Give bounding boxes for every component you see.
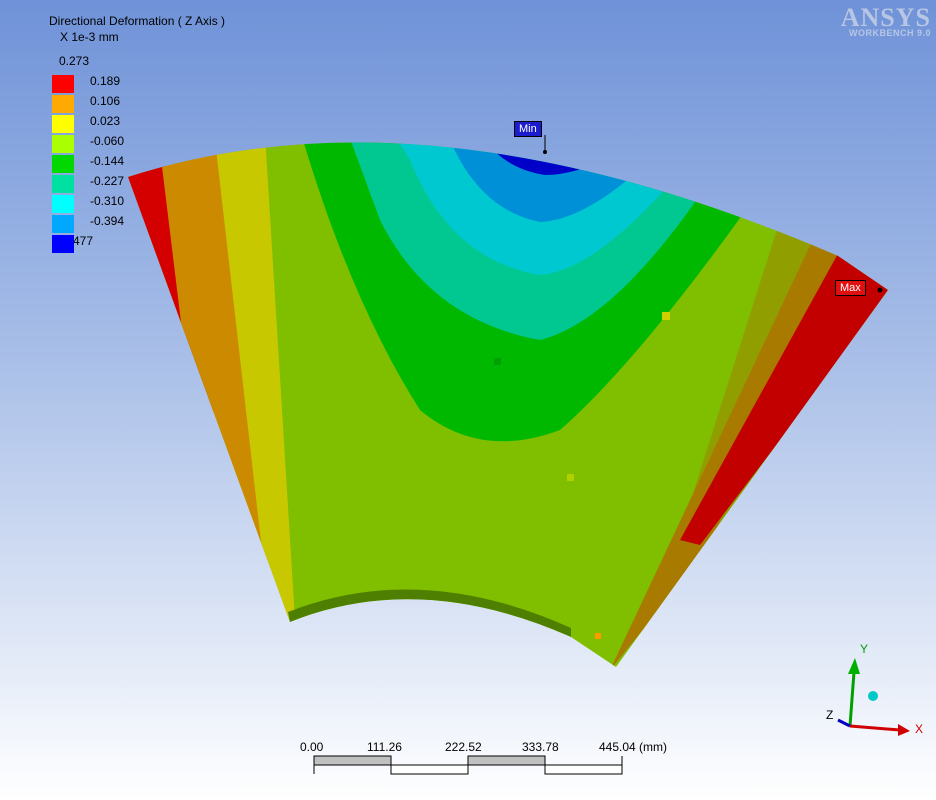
node-marker bbox=[567, 474, 574, 481]
legend-value: 0.189 bbox=[90, 74, 121, 88]
legend-value: 0.273 bbox=[59, 54, 90, 68]
contour-band-left-orange bbox=[160, 142, 270, 560]
max-probe-label[interactable]: Max bbox=[835, 280, 866, 296]
legend-swatch bbox=[52, 155, 74, 173]
color-legend: 0.273 0.189 0.106 0.023 -0.060 -0.144 -0.227 -0… bbox=[49, 54, 129, 274]
min-point bbox=[543, 150, 547, 154]
node-marker bbox=[494, 358, 501, 365]
node-marker bbox=[662, 312, 670, 320]
scale-bar-graphic bbox=[313, 755, 623, 775]
scale-bar: 0.00 111.26 222.52 333.78 445.04 (mm) bbox=[296, 736, 696, 784]
legend-swatch bbox=[52, 75, 74, 93]
scale-tick-4: 445.04 (mm) bbox=[599, 740, 668, 754]
legend-swatch bbox=[52, 115, 74, 133]
max-point bbox=[877, 287, 883, 293]
scale-tick-2: 222.52 bbox=[445, 740, 482, 754]
contour-band-right-red bbox=[680, 250, 888, 545]
y-axis-label: Y bbox=[860, 642, 869, 656]
legend-value: -0.060 bbox=[90, 134, 125, 148]
result-units: X 1e-3 mm bbox=[60, 30, 119, 44]
product-name: WORKBENCH 9.0 bbox=[848, 28, 931, 38]
node-marker bbox=[595, 633, 601, 639]
legend-swatch bbox=[52, 95, 74, 113]
min-probe-label[interactable]: Min bbox=[514, 121, 542, 137]
legend-value: -0.310 bbox=[90, 194, 125, 208]
axis-triad[interactable]: Y X Z bbox=[818, 640, 936, 740]
legend-value: 0.023 bbox=[90, 114, 121, 128]
z-axis-label: Z bbox=[826, 708, 834, 722]
x-axis-label: X bbox=[915, 722, 924, 736]
scale-tick-3: 333.78 bbox=[522, 740, 559, 754]
contour-band-left-yellow bbox=[215, 142, 295, 620]
result-title: Directional Deformation ( Z Axis ) bbox=[49, 14, 226, 28]
legend-value: -0.394 bbox=[90, 214, 125, 228]
scale-tick-1: 111.26 bbox=[367, 740, 402, 754]
scale-tick-0: 0.00 bbox=[300, 740, 324, 754]
legend-value: -0.144 bbox=[90, 154, 125, 168]
bottom-edge bbox=[288, 589, 571, 637]
ansys-logo: ANSYS WORKBENCH 9.0 bbox=[838, 3, 933, 43]
legend-swatch bbox=[52, 235, 74, 253]
legend-swatch bbox=[52, 195, 74, 213]
legend-swatch bbox=[52, 215, 74, 233]
legend-swatch bbox=[52, 175, 74, 193]
legend-value: -0.227 bbox=[90, 174, 125, 188]
brand-name: ANSYS bbox=[840, 3, 931, 32]
triad-graphic bbox=[837, 658, 910, 736]
legend-swatch bbox=[52, 135, 74, 153]
legend-value: 0.106 bbox=[90, 94, 121, 108]
